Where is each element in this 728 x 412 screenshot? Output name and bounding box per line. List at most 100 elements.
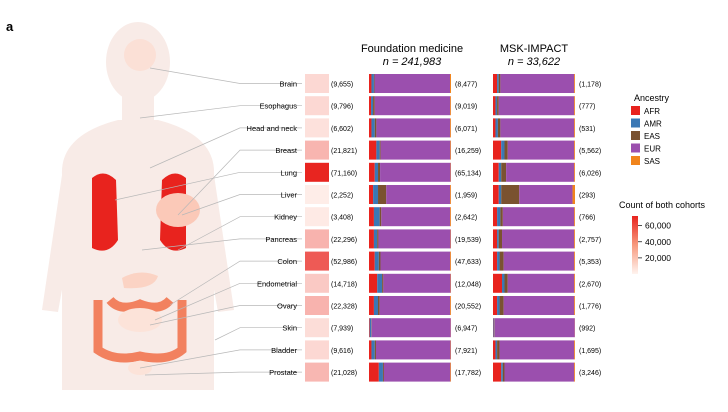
msk-segment-eur xyxy=(519,185,572,204)
msk-segment-sas xyxy=(574,207,575,226)
msk-count-label: (777) xyxy=(579,104,595,111)
msk-segment-eur xyxy=(504,252,575,271)
count-heat-cell xyxy=(305,229,329,248)
cancer-label: Kidney xyxy=(274,213,297,222)
msk-segment-eas xyxy=(497,340,499,359)
fm-segment-sas xyxy=(450,118,451,137)
legend-label: AFR xyxy=(644,107,660,116)
fm-segment-afr xyxy=(369,141,376,160)
fm-segment-amr xyxy=(376,141,379,160)
msk-segment-sas xyxy=(573,185,575,204)
legend-item-eas: EAS xyxy=(631,131,660,141)
fm-segment-eur xyxy=(384,363,450,382)
fm-count-label: (47,633) xyxy=(455,259,481,266)
cohort-n-msk-impact: n = 33,622 xyxy=(508,56,560,68)
cancer-label: Esophagus xyxy=(259,102,297,111)
msk-segment-sas xyxy=(574,340,575,359)
cancer-label: Brain xyxy=(279,80,297,89)
fm-segment-eas xyxy=(378,185,386,204)
fm-segment-eur xyxy=(376,340,451,359)
fm-stacked-bar xyxy=(369,207,451,226)
msk-segment-eas xyxy=(500,296,504,315)
cancer-row-breast: Breast(21,821)(16,259)(5,562) xyxy=(275,141,601,160)
fm-segment-eur xyxy=(381,141,451,160)
msk-segment-afr xyxy=(493,118,495,137)
msk-segment-afr xyxy=(493,163,499,182)
msk-segment-eur xyxy=(499,96,574,115)
fm-count-label: (8,477) xyxy=(455,82,477,89)
fm-segment-sas xyxy=(450,207,451,226)
fm-count-label: (17,782) xyxy=(455,370,481,377)
fm-segment-afr xyxy=(369,74,371,93)
msk-stacked-bar xyxy=(493,207,575,226)
count-heat-cell xyxy=(305,340,329,359)
msk-segment-eur xyxy=(508,274,574,293)
msk-segment-amr xyxy=(495,96,497,115)
msk-stacked-bar xyxy=(493,229,575,248)
msk-segment-sas xyxy=(574,141,575,160)
fm-stacked-bar xyxy=(369,118,451,137)
msk-stacked-bar xyxy=(493,163,575,182)
total-count-label: (3,408) xyxy=(331,215,353,222)
fm-segment-eas xyxy=(383,363,384,382)
colorbar-tick-label: 40,000 xyxy=(645,237,671,247)
msk-segment-amr xyxy=(501,363,503,382)
cancer-row-brain: Brain(9,655)(8,477)(1,178) xyxy=(279,74,601,93)
fm-segment-eas xyxy=(382,274,383,293)
msk-segment-amr xyxy=(495,118,497,137)
legend-swatch xyxy=(631,119,640,128)
fm-segment-afr xyxy=(369,163,375,182)
fm-count-label: (6,071) xyxy=(455,126,477,133)
count-heat-cell xyxy=(305,163,329,182)
fm-segment-sas xyxy=(450,96,451,115)
msk-segment-eas xyxy=(498,118,500,137)
total-count-label: (22,296) xyxy=(331,237,357,244)
msk-segment-sas xyxy=(574,229,575,248)
fm-stacked-bar xyxy=(369,274,451,293)
fm-count-label: (12,048) xyxy=(455,281,481,288)
fm-segment-afr xyxy=(369,96,371,115)
msk-count-label: (6,026) xyxy=(579,170,601,177)
msk-count-label: (2,670) xyxy=(579,281,601,288)
msk-segment-amr xyxy=(502,274,504,293)
count-heat-cell xyxy=(305,207,329,226)
msk-stacked-bar xyxy=(493,96,575,115)
total-count-label: (7,939) xyxy=(331,326,353,333)
msk-segment-amr xyxy=(497,207,500,226)
msk-stacked-bar xyxy=(493,318,575,337)
msk-segment-afr xyxy=(493,296,497,315)
colorbar-tick-label: 20,000 xyxy=(645,253,671,263)
fm-count-label: (65,134) xyxy=(455,170,481,177)
fm-segment-eas xyxy=(374,74,375,93)
fm-segment-eas xyxy=(377,229,378,248)
fm-segment-amr xyxy=(373,185,378,204)
fm-segment-sas xyxy=(450,296,451,315)
msk-stacked-bar xyxy=(493,274,575,293)
count-heat-cell xyxy=(305,274,329,293)
fm-segment-eas xyxy=(380,141,381,160)
msk-count-label: (5,562) xyxy=(579,148,601,155)
fm-count-label: (2,642) xyxy=(455,215,477,222)
msk-count-label: (2,757) xyxy=(579,237,601,244)
fm-stacked-bar xyxy=(369,141,451,160)
msk-segment-afr xyxy=(493,340,495,359)
msk-segment-sas xyxy=(574,274,575,293)
legend-swatch xyxy=(631,106,640,115)
cancer-label: Colon xyxy=(277,257,297,266)
fm-stacked-bar xyxy=(369,252,451,271)
msk-segment-eas xyxy=(504,274,507,293)
count-heat-cell xyxy=(305,296,329,315)
total-count-label: (14,718) xyxy=(331,281,357,288)
fm-segment-afr xyxy=(369,318,370,337)
cancer-label: Skin xyxy=(282,324,297,333)
legend-item-eur: EUR xyxy=(631,144,661,154)
count-heat-cell xyxy=(305,185,329,204)
total-count-label: (21,028) xyxy=(331,370,357,377)
fm-segment-afr xyxy=(369,340,371,359)
msk-segment-amr xyxy=(497,229,499,248)
legend-item-sas: SAS xyxy=(631,156,660,166)
fm-count-label: (19,539) xyxy=(455,237,481,244)
msk-segment-amr xyxy=(501,141,504,160)
cancer-row-lung: Lung(71,160)(65,134)(6,026) xyxy=(280,163,601,182)
